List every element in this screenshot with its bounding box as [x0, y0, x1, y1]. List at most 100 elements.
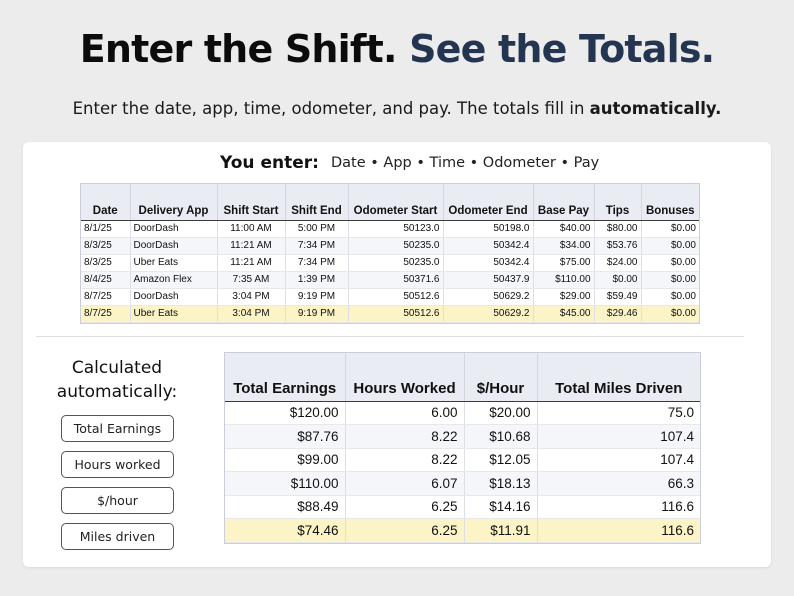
- table-cell[interactable]: $24.00: [593, 254, 641, 272]
- table-cell[interactable]: 50342.4: [442, 237, 533, 255]
- table-cell[interactable]: $0.00: [640, 305, 699, 323]
- table-cell[interactable]: DoorDash: [129, 220, 217, 238]
- table-cell[interactable]: 11:00 AM: [216, 220, 285, 238]
- table-cell[interactable]: 8/7/25: [81, 305, 130, 323]
- table-cell[interactable]: 8/1/25: [81, 220, 130, 238]
- table-cell[interactable]: 9:19 PM: [284, 288, 348, 306]
- table-cell[interactable]: $53.76: [593, 237, 641, 255]
- table-cell[interactable]: $11.91: [463, 518, 537, 543]
- headline-part1: Enter the Shift.: [79, 27, 398, 71]
- table-cell[interactable]: 3:04 PM: [216, 305, 285, 323]
- table-cell[interactable]: Amazon Flex: [129, 271, 217, 289]
- table-cell[interactable]: 6.25: [344, 495, 464, 519]
- table-cell[interactable]: 11:21 AM: [216, 254, 285, 272]
- table-cell[interactable]: 7:35 AM: [216, 271, 285, 289]
- calculated-title: Calculated automatically:: [52, 356, 182, 404]
- table-cell[interactable]: DoorDash: [129, 237, 217, 255]
- table-cell[interactable]: 11:21 AM: [216, 237, 285, 255]
- table-cell[interactable]: 116.6: [536, 495, 700, 519]
- table-cell[interactable]: 8.22: [344, 424, 464, 449]
- table-cell[interactable]: 66.3: [536, 471, 700, 496]
- table-cell[interactable]: 50235.0: [347, 254, 443, 272]
- table-cell[interactable]: Uber Eats: [129, 254, 217, 272]
- table-cell[interactable]: DoorDash: [129, 288, 217, 306]
- table-cell[interactable]: 1:39 PM: [284, 271, 348, 289]
- table-cell[interactable]: $87.76: [225, 424, 345, 449]
- table-row: 8/4/25 Amazon Flex 7:35 AM 1:39 PM 50371…: [81, 271, 699, 289]
- table-cell[interactable]: 8/7/25: [81, 288, 130, 306]
- table-cell[interactable]: $12.05: [463, 448, 537, 472]
- enter-fields-list: Date • App • Time • Odometer • Pay: [331, 155, 600, 171]
- table-cell[interactable]: 50629.2: [442, 288, 533, 306]
- table-cell[interactable]: $0.00: [640, 220, 699, 238]
- table-cell[interactable]: 50123.0: [347, 220, 443, 238]
- headline-part2: See the Totals.: [409, 27, 715, 71]
- table-cell[interactable]: $0.00: [640, 271, 699, 289]
- table-cell[interactable]: 50342.4: [442, 254, 533, 272]
- totals-header-row: Total Earnings Hours Worked $/Hour Total…: [225, 353, 700, 402]
- col-header: Date: [81, 184, 130, 221]
- table-cell[interactable]: $29.46: [593, 305, 641, 323]
- table-cell[interactable]: 50512.6: [347, 288, 443, 306]
- table-cell[interactable]: 75.0: [536, 401, 700, 425]
- table-cell[interactable]: $20.00: [463, 401, 537, 425]
- table-cell[interactable]: $40.00: [532, 220, 594, 238]
- table-cell[interactable]: $120.00: [225, 401, 345, 425]
- table-cell[interactable]: 50235.0: [347, 237, 443, 255]
- table-cell[interactable]: 50437.9: [442, 271, 533, 289]
- col-header: Bonuses: [640, 184, 699, 221]
- table-cell[interactable]: 50371.6: [347, 271, 443, 289]
- table-cell[interactable]: $0.00: [640, 237, 699, 255]
- table-cell[interactable]: 8/3/25: [81, 237, 130, 255]
- table-cell[interactable]: $45.00: [532, 305, 594, 323]
- table-cell[interactable]: $80.00: [593, 220, 641, 238]
- table-cell[interactable]: $18.13: [463, 471, 537, 496]
- table-cell[interactable]: $0.00: [640, 288, 699, 306]
- miles-driven-pill: Miles driven: [61, 523, 174, 550]
- table-cell[interactable]: $34.00: [532, 237, 594, 255]
- table-cell[interactable]: $0.00: [593, 271, 641, 289]
- table-cell[interactable]: $75.00: [532, 254, 594, 272]
- table-row: $110.00 6.07 $18.13 66.3: [225, 471, 700, 496]
- table-cell[interactable]: 50198.0: [442, 220, 533, 238]
- section-divider: [36, 336, 744, 337]
- table-cell[interactable]: 50512.6: [347, 305, 443, 323]
- table-cell[interactable]: $110.00: [225, 471, 345, 496]
- table-cell[interactable]: $59.49: [593, 288, 641, 306]
- hours-worked-pill: Hours worked: [61, 451, 174, 478]
- table-cell[interactable]: 107.4: [536, 424, 700, 449]
- table-cell[interactable]: 6.07: [344, 471, 464, 496]
- calculated-totals-table: Total Earnings Hours Worked $/Hour Total…: [224, 352, 701, 544]
- table-cell[interactable]: 8.22: [344, 448, 464, 472]
- table-cell[interactable]: 50629.2: [442, 305, 533, 323]
- table-cell[interactable]: $29.00: [532, 288, 594, 306]
- table-cell[interactable]: $99.00: [225, 448, 345, 472]
- table-cell[interactable]: 6.25: [344, 518, 464, 543]
- table-row-highlighted: 8/7/25 Uber Eats 3:04 PM 9:19 PM 50512.6…: [81, 305, 699, 323]
- table-cell[interactable]: 107.4: [536, 448, 700, 472]
- table-cell[interactable]: $110.00: [532, 271, 594, 289]
- table-cell[interactable]: 3:04 PM: [216, 288, 285, 306]
- table-cell[interactable]: 8/4/25: [81, 271, 130, 289]
- you-enter-label: You enter:: [220, 153, 319, 173]
- table-cell[interactable]: $14.16: [463, 495, 537, 519]
- table-cell[interactable]: 7:34 PM: [284, 237, 348, 255]
- col-header: Shift Start: [216, 184, 285, 221]
- subhead-text: Enter the date, app, time, odometer, and…: [72, 99, 585, 118]
- table-cell[interactable]: 7:34 PM: [284, 254, 348, 272]
- table-cell[interactable]: 5:00 PM: [284, 220, 348, 238]
- table-cell[interactable]: Uber Eats: [129, 305, 217, 323]
- page-subhead: Enter the date, app, time, odometer, and…: [0, 99, 794, 118]
- table-cell[interactable]: 116.6: [536, 518, 700, 543]
- table-row: $120.00 6.00 $20.00 75.0: [225, 401, 700, 425]
- table-cell[interactable]: $10.68: [463, 424, 537, 449]
- table-cell[interactable]: $74.46: [225, 518, 345, 543]
- table-row: $87.76 8.22 $10.68 107.4: [225, 424, 700, 449]
- table-cell[interactable]: 8/3/25: [81, 254, 130, 272]
- table-cell[interactable]: 6.00: [344, 401, 464, 425]
- table-cell[interactable]: 9:19 PM: [284, 305, 348, 323]
- col-header: Total Earnings: [225, 353, 345, 402]
- table-cell[interactable]: $0.00: [640, 254, 699, 272]
- table-cell[interactable]: $88.49: [225, 495, 345, 519]
- col-header: Tips: [593, 184, 641, 221]
